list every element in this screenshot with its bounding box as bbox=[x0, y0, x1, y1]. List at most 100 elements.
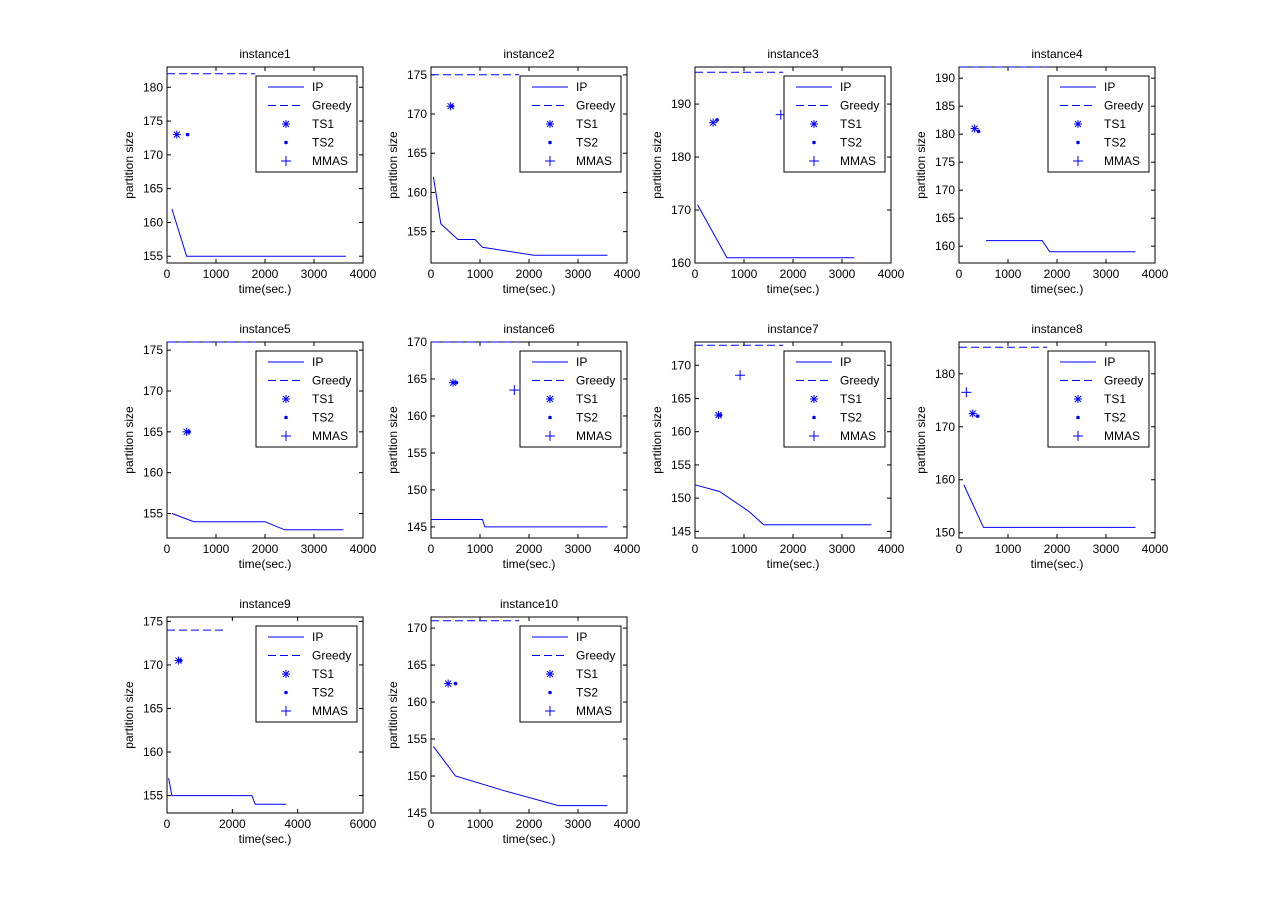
series-line-IP bbox=[432, 176, 608, 256]
x-tick-label: 2000 bbox=[219, 817, 246, 831]
y-tick-label: 170 bbox=[935, 420, 955, 434]
legend: IP Greedy TS1 TS2 MMAS bbox=[519, 625, 622, 723]
series-point-TS2 bbox=[187, 430, 191, 434]
legend-label-MMAS: MMAS bbox=[840, 429, 876, 443]
x-tick-label: 4000 bbox=[350, 542, 377, 556]
x-tick-label: 3000 bbox=[1093, 542, 1120, 556]
subplot-title: instance9 bbox=[239, 597, 291, 611]
y-tick-label: 155 bbox=[143, 507, 163, 521]
legend-swatch-TS2 bbox=[284, 690, 288, 695]
x-axis-label: time(sec.) bbox=[503, 282, 556, 296]
legend-swatch-TS1 bbox=[546, 120, 554, 128]
x-tick-label: 1000 bbox=[731, 542, 758, 556]
legend: IP Greedy TS1 TS2 MMAS bbox=[1047, 75, 1150, 173]
legend-swatch-MMAS bbox=[545, 156, 555, 166]
legend-label-MMAS: MMAS bbox=[840, 154, 876, 168]
x-tick-label: 1000 bbox=[995, 267, 1022, 281]
subplot-instance1: instance1 0 1000 2000 3000 4000 155 160 165 170 17… bbox=[122, 47, 377, 296]
y-tick-label: 175 bbox=[143, 614, 163, 628]
x-tick-label: 2000 bbox=[1044, 267, 1071, 281]
x-axis-label: time(sec.) bbox=[239, 557, 292, 571]
x-tick-label: 1000 bbox=[467, 542, 494, 556]
x-tick-label: 3000 bbox=[301, 267, 328, 281]
legend-label-Greedy: Greedy bbox=[312, 99, 351, 113]
series-point-TS2 bbox=[178, 658, 183, 663]
x-tick-label: 1000 bbox=[467, 267, 494, 281]
legend-swatch-TS2 bbox=[812, 415, 816, 420]
legend-label-IP: IP bbox=[840, 80, 851, 94]
legend-label-IP: IP bbox=[1104, 355, 1115, 369]
y-axis-label: partition size bbox=[122, 406, 136, 474]
legend-swatch-MMAS bbox=[281, 156, 291, 166]
series-point-MMAS bbox=[509, 385, 520, 396]
x-tick-label: 4000 bbox=[878, 267, 905, 281]
legend-label-MMAS: MMAS bbox=[1104, 429, 1140, 443]
x-tick-label: 1000 bbox=[731, 267, 758, 281]
y-tick-label: 170 bbox=[143, 384, 163, 398]
legend-swatch-TS2 bbox=[1076, 415, 1080, 420]
x-tick-label: 3000 bbox=[1093, 267, 1120, 281]
legend-label-TS2: TS2 bbox=[312, 686, 334, 700]
x-tick-label: 2000 bbox=[516, 267, 543, 281]
y-tick-label: 150 bbox=[671, 491, 691, 505]
y-axis-label: partition size bbox=[650, 131, 664, 199]
series-line-IP bbox=[697, 204, 855, 259]
series-point-TS2 bbox=[718, 413, 723, 417]
subplot-title: instance10 bbox=[500, 597, 558, 611]
legend-label-TS2: TS2 bbox=[1104, 411, 1126, 425]
series-point-TS1 bbox=[970, 124, 979, 133]
legend-box bbox=[255, 350, 358, 448]
y-tick-label: 160 bbox=[407, 409, 427, 423]
y-tick-label: 160 bbox=[935, 239, 955, 253]
legend-label-TS1: TS1 bbox=[312, 117, 334, 131]
y-tick-label: 155 bbox=[671, 458, 691, 472]
y-tick-label: 165 bbox=[143, 701, 163, 715]
legend-swatch-TS2 bbox=[812, 140, 816, 145]
y-tick-label: 145 bbox=[671, 524, 691, 538]
legend-swatch-MMAS bbox=[809, 156, 819, 166]
series-point-TS1 bbox=[444, 679, 453, 688]
legend-box bbox=[255, 75, 358, 173]
legend-label-IP: IP bbox=[576, 630, 587, 644]
legend-label-TS1: TS1 bbox=[312, 392, 334, 406]
x-tick-label: 1000 bbox=[203, 267, 230, 281]
x-tick-label: 3000 bbox=[565, 542, 592, 556]
x-tick-label: 4000 bbox=[614, 542, 641, 556]
legend-swatch-TS1 bbox=[282, 395, 290, 403]
y-tick-label: 155 bbox=[407, 446, 427, 460]
subplot-instance2: instance2 0 1000 2000 3000 4000 155 160 165 170 17… bbox=[386, 47, 641, 296]
y-tick-label: 175 bbox=[143, 343, 163, 357]
y-axis-label: partition size bbox=[386, 131, 400, 199]
legend-label-MMAS: MMAS bbox=[312, 429, 348, 443]
x-tick-label: 3000 bbox=[829, 542, 856, 556]
x-tick-label: 2000 bbox=[252, 542, 279, 556]
series-point-TS2 bbox=[976, 129, 981, 134]
y-tick-label: 145 bbox=[407, 520, 427, 534]
legend-swatch-MMAS bbox=[1073, 156, 1083, 166]
legend-swatch-MMAS bbox=[1073, 431, 1083, 441]
legend-label-IP: IP bbox=[576, 355, 587, 369]
series-line-IP bbox=[963, 484, 1136, 528]
series-point-TS2 bbox=[453, 681, 458, 686]
subplot-title: instance6 bbox=[503, 322, 555, 336]
y-axis-label: partition size bbox=[122, 131, 136, 199]
legend-swatch-MMAS bbox=[545, 706, 555, 716]
x-tick-label: 2000 bbox=[780, 267, 807, 281]
x-tick-label: 2000 bbox=[516, 817, 543, 831]
y-tick-label: 150 bbox=[407, 769, 427, 783]
legend-label-TS1: TS1 bbox=[840, 117, 862, 131]
y-axis-label: partition size bbox=[914, 406, 928, 474]
x-tick-label: 0 bbox=[164, 542, 171, 556]
x-axis-label: time(sec.) bbox=[767, 282, 820, 296]
legend: IP Greedy TS1 TS2 MMAS bbox=[783, 350, 886, 448]
legend-label-IP: IP bbox=[312, 80, 323, 94]
x-tick-label: 0 bbox=[428, 542, 435, 556]
y-tick-label: 185 bbox=[935, 99, 955, 113]
y-tick-label: 170 bbox=[143, 658, 163, 672]
legend: IP Greedy TS1 TS2 MMAS bbox=[783, 75, 886, 173]
x-tick-label: 0 bbox=[428, 267, 435, 281]
y-tick-label: 150 bbox=[935, 526, 955, 540]
y-tick-label: 160 bbox=[671, 256, 691, 270]
x-tick-label: 1000 bbox=[995, 542, 1022, 556]
legend-box bbox=[1047, 75, 1150, 173]
